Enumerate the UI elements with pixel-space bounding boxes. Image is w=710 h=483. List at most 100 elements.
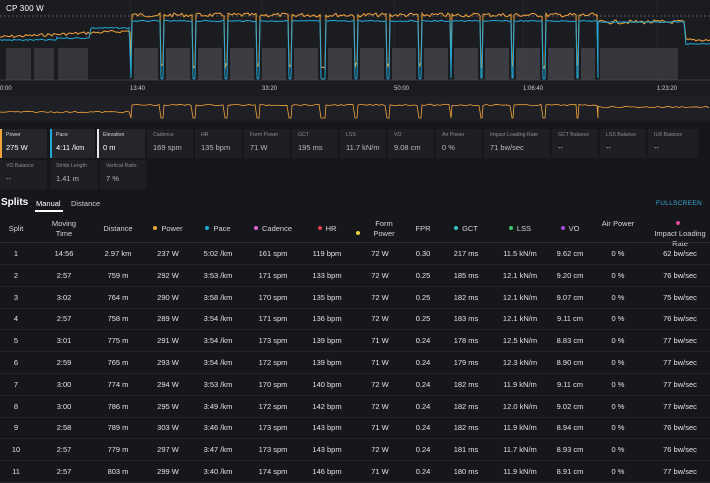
metric-color-bar	[97, 129, 99, 158]
cell-distance: 774 m	[107, 379, 129, 389]
cell-form-power: 71 W	[371, 358, 389, 367]
metric-label: ILR Balance	[654, 132, 683, 138]
cell-cadence: 172 spm	[258, 401, 288, 411]
table-row[interactable]: 4 2:57 758 m 289 W 3:54 /km 171 spm 136 bpm 72 …	[0, 308, 710, 331]
metric-value: --	[558, 143, 563, 152]
metric-card-stride-length[interactable]: Stride Length 1.41 m	[50, 160, 98, 189]
table-row[interactable]: 10 2:57 779 m 297 W 3:47 /km 173 spm 143 bpm 72…	[0, 439, 710, 462]
column-header-label: Air Power	[601, 219, 635, 228]
metric-value: 71 bw/sec	[490, 143, 524, 152]
column-header-hr[interactable]: HR	[287, 224, 367, 234]
cell-pace: 3:49 /km	[203, 401, 233, 411]
series-dot-icon	[356, 231, 360, 235]
metric-card-vo[interactable]: VO 9.08 cm	[388, 129, 434, 158]
series-dot-icon	[508, 226, 513, 230]
cell-impact-loading-rate: 77 bw/sec	[663, 358, 697, 367]
table-row[interactable]: 9 2:58 789 m 303 W 3:46 /km 173 spm 143 bpm 71 …	[0, 417, 710, 440]
cell-pace: 3:54 /km	[203, 336, 233, 346]
table-row[interactable]: 6 2:59 765 m 293 W 3:54 /km 172 spm 139 bpm 71 …	[0, 352, 710, 374]
column-header-fpr[interactable]: FPR	[383, 224, 463, 234]
metric-card-form-power[interactable]: Form Power 71 W	[244, 129, 290, 158]
metric-card-lss[interactable]: LSS 11.7 kN/m	[340, 129, 386, 158]
metric-card-air-power[interactable]: Air Power 0 %	[436, 129, 482, 158]
table-row[interactable]: 5 3:01 775 m 291 W 3:54 /km 173 spm 139 bpm 71 …	[0, 330, 710, 353]
activity-chart[interactable]: CP 300 W 0:00 13:40 33:20 50:00 1:06:40 1:23:…	[0, 0, 710, 122]
column-header-label: Form Power	[373, 219, 395, 238]
column-header-pace[interactable]: Pace	[178, 224, 258, 234]
cell-split: 9	[13, 423, 19, 433]
cell-gct: 183 ms	[453, 314, 479, 324]
series-dot-icon	[253, 226, 258, 230]
metric-card-cadence[interactable]: Cadence 169 spm	[147, 129, 193, 158]
cell-moving-time: 3:00	[56, 401, 72, 411]
pace-line	[0, 19, 710, 80]
cell-cadence: 173 spm	[258, 336, 288, 346]
cell-impact-loading-rate: 75 bw/sec	[663, 292, 697, 302]
cell-power: 294 W	[157, 379, 179, 389]
cell-gct: 179 ms	[453, 358, 479, 367]
time-tick: 13:40	[130, 86, 146, 92]
metric-card-vertical-ratio[interactable]: Vertical Ratio 7 %	[100, 160, 146, 189]
cell-pace: 3:54 /km	[203, 314, 233, 324]
column-header-gct[interactable]: GCT	[426, 224, 506, 234]
metric-card-impact-loading-rate[interactable]: Impact Loading Rate 71 bw/sec	[484, 129, 550, 158]
column-header-air-power[interactable]: Air Power	[578, 219, 658, 229]
cell-pace: 5:02 /km	[203, 249, 233, 258]
column-header-distance[interactable]: Distance	[78, 224, 158, 234]
cell-air-power: 0 %	[611, 314, 625, 324]
column-header-moving-time[interactable]: Moving Time	[24, 219, 104, 239]
table-row[interactable]: 3 3:02 764 m 290 W 3:58 /km 170 spm 135 bpm 72 …	[0, 287, 710, 309]
metric-card-gct[interactable]: GCT 195 ms	[292, 129, 338, 158]
table-row[interactable]: 1 14:56 2.97 km 237 W 5:02 /km 161 spm 119 bpm…	[0, 243, 710, 265]
row-divider	[0, 351, 710, 353]
metric-card-pace[interactable]: Pace 4:11 /km	[50, 129, 95, 158]
cell-power: 291 W	[157, 336, 179, 346]
column-header-cadence[interactable]: Cadence	[233, 224, 313, 234]
table-row[interactable]: 2 2:57 759 m 292 W 3:53 /km 171 spm 133 bpm 72 …	[0, 265, 710, 287]
cell-form-power: 71 W	[371, 423, 389, 433]
cell-air-power: 0 %	[611, 423, 625, 433]
interval-block	[294, 48, 318, 80]
column-header-label: GCT	[462, 224, 478, 233]
metric-card-vo-balance[interactable]: VO Balance --	[0, 160, 47, 189]
interval-block	[581, 48, 595, 80]
column-header-split[interactable]: Split	[0, 224, 56, 234]
metric-value: 11.7 kN/m	[346, 143, 380, 152]
chart-canvas[interactable]	[0, 0, 710, 122]
cell-hr: 143 bpm	[312, 445, 342, 455]
metric-card-lss-balance[interactable]: LSS Balance --	[600, 129, 646, 158]
metric-card-hr[interactable]: HR 135 bpm	[195, 129, 242, 158]
cell-moving-time: 3:00	[56, 379, 72, 389]
cell-form-power: 72 W	[371, 379, 389, 389]
tab-distance[interactable]: Distance	[71, 199, 101, 208]
cell-moving-time: 2:58	[56, 423, 72, 433]
column-header-impact-loading-rate[interactable]: Impact Loading Rate	[651, 219, 709, 249]
column-header-power[interactable]: Power	[128, 224, 208, 234]
column-header-lss[interactable]: LSS	[480, 224, 560, 234]
column-header-vo[interactable]: VO	[530, 224, 610, 234]
column-header-form-power[interactable]: Form Power	[340, 219, 420, 239]
tab-manual[interactable]: Manual	[36, 199, 61, 208]
cell-form-power: 72 W	[371, 292, 389, 302]
table-row[interactable]: 11 2:57 803 m 299 W 3:40 /km 174 spm 146 bpm 71…	[0, 461, 710, 483]
cell-impact-loading-rate: 77 bw/sec	[663, 401, 697, 411]
cell-cadence: 174 spm	[258, 467, 288, 476]
interval-block	[134, 48, 158, 80]
metric-value: 195 ms	[298, 143, 323, 152]
metric-label: Cadence	[153, 132, 174, 138]
cell-fpr: 0.24	[415, 445, 431, 455]
metric-label: Form Power	[250, 132, 279, 138]
metric-card-gct-balance[interactable]: GCT Balance --	[552, 129, 598, 158]
cell-power: 295 W	[157, 401, 179, 411]
metric-card-ilr-balance[interactable]: ILR Balance --	[648, 129, 698, 158]
cell-split: 11	[12, 467, 20, 476]
column-header-label: FPR	[415, 224, 431, 233]
table-row[interactable]: 7 3:00 774 m 294 W 3:53 /km 170 spm 140 bpm 72 …	[0, 374, 710, 396]
interval-block	[516, 48, 540, 80]
fullscreen-button[interactable]: FULLSCREEN	[656, 200, 702, 207]
table-row[interactable]: 8 3:00 786 m 295 W 3:49 /km 172 spm 142 bpm 72 …	[0, 396, 710, 418]
metric-card-power[interactable]: Power 275 W	[0, 129, 47, 158]
metric-card-elevation[interactable]: Elevation 0 m	[97, 129, 145, 158]
cell-distance: 765 m	[107, 358, 129, 367]
cell-moving-time: 2:57	[56, 467, 72, 476]
